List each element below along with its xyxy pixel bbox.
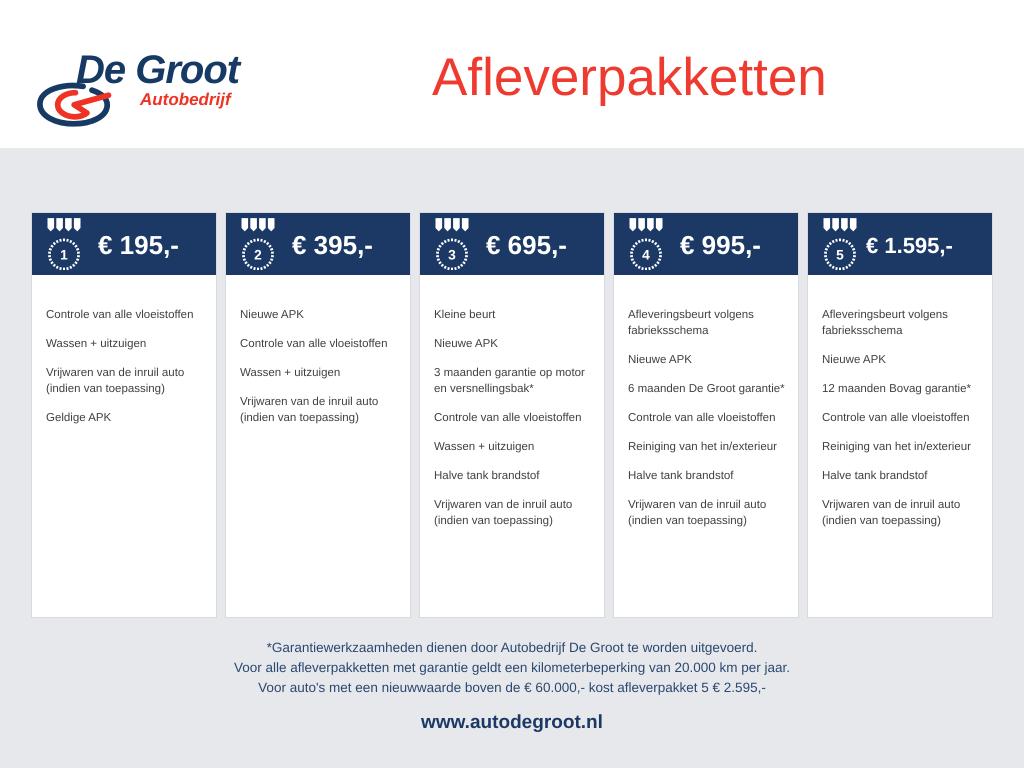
svg-text:5: 5 xyxy=(836,248,844,263)
svg-text:2: 2 xyxy=(254,248,262,263)
svg-text:3: 3 xyxy=(448,248,456,263)
svg-text:4: 4 xyxy=(642,248,650,263)
svg-text:1: 1 xyxy=(60,248,68,263)
